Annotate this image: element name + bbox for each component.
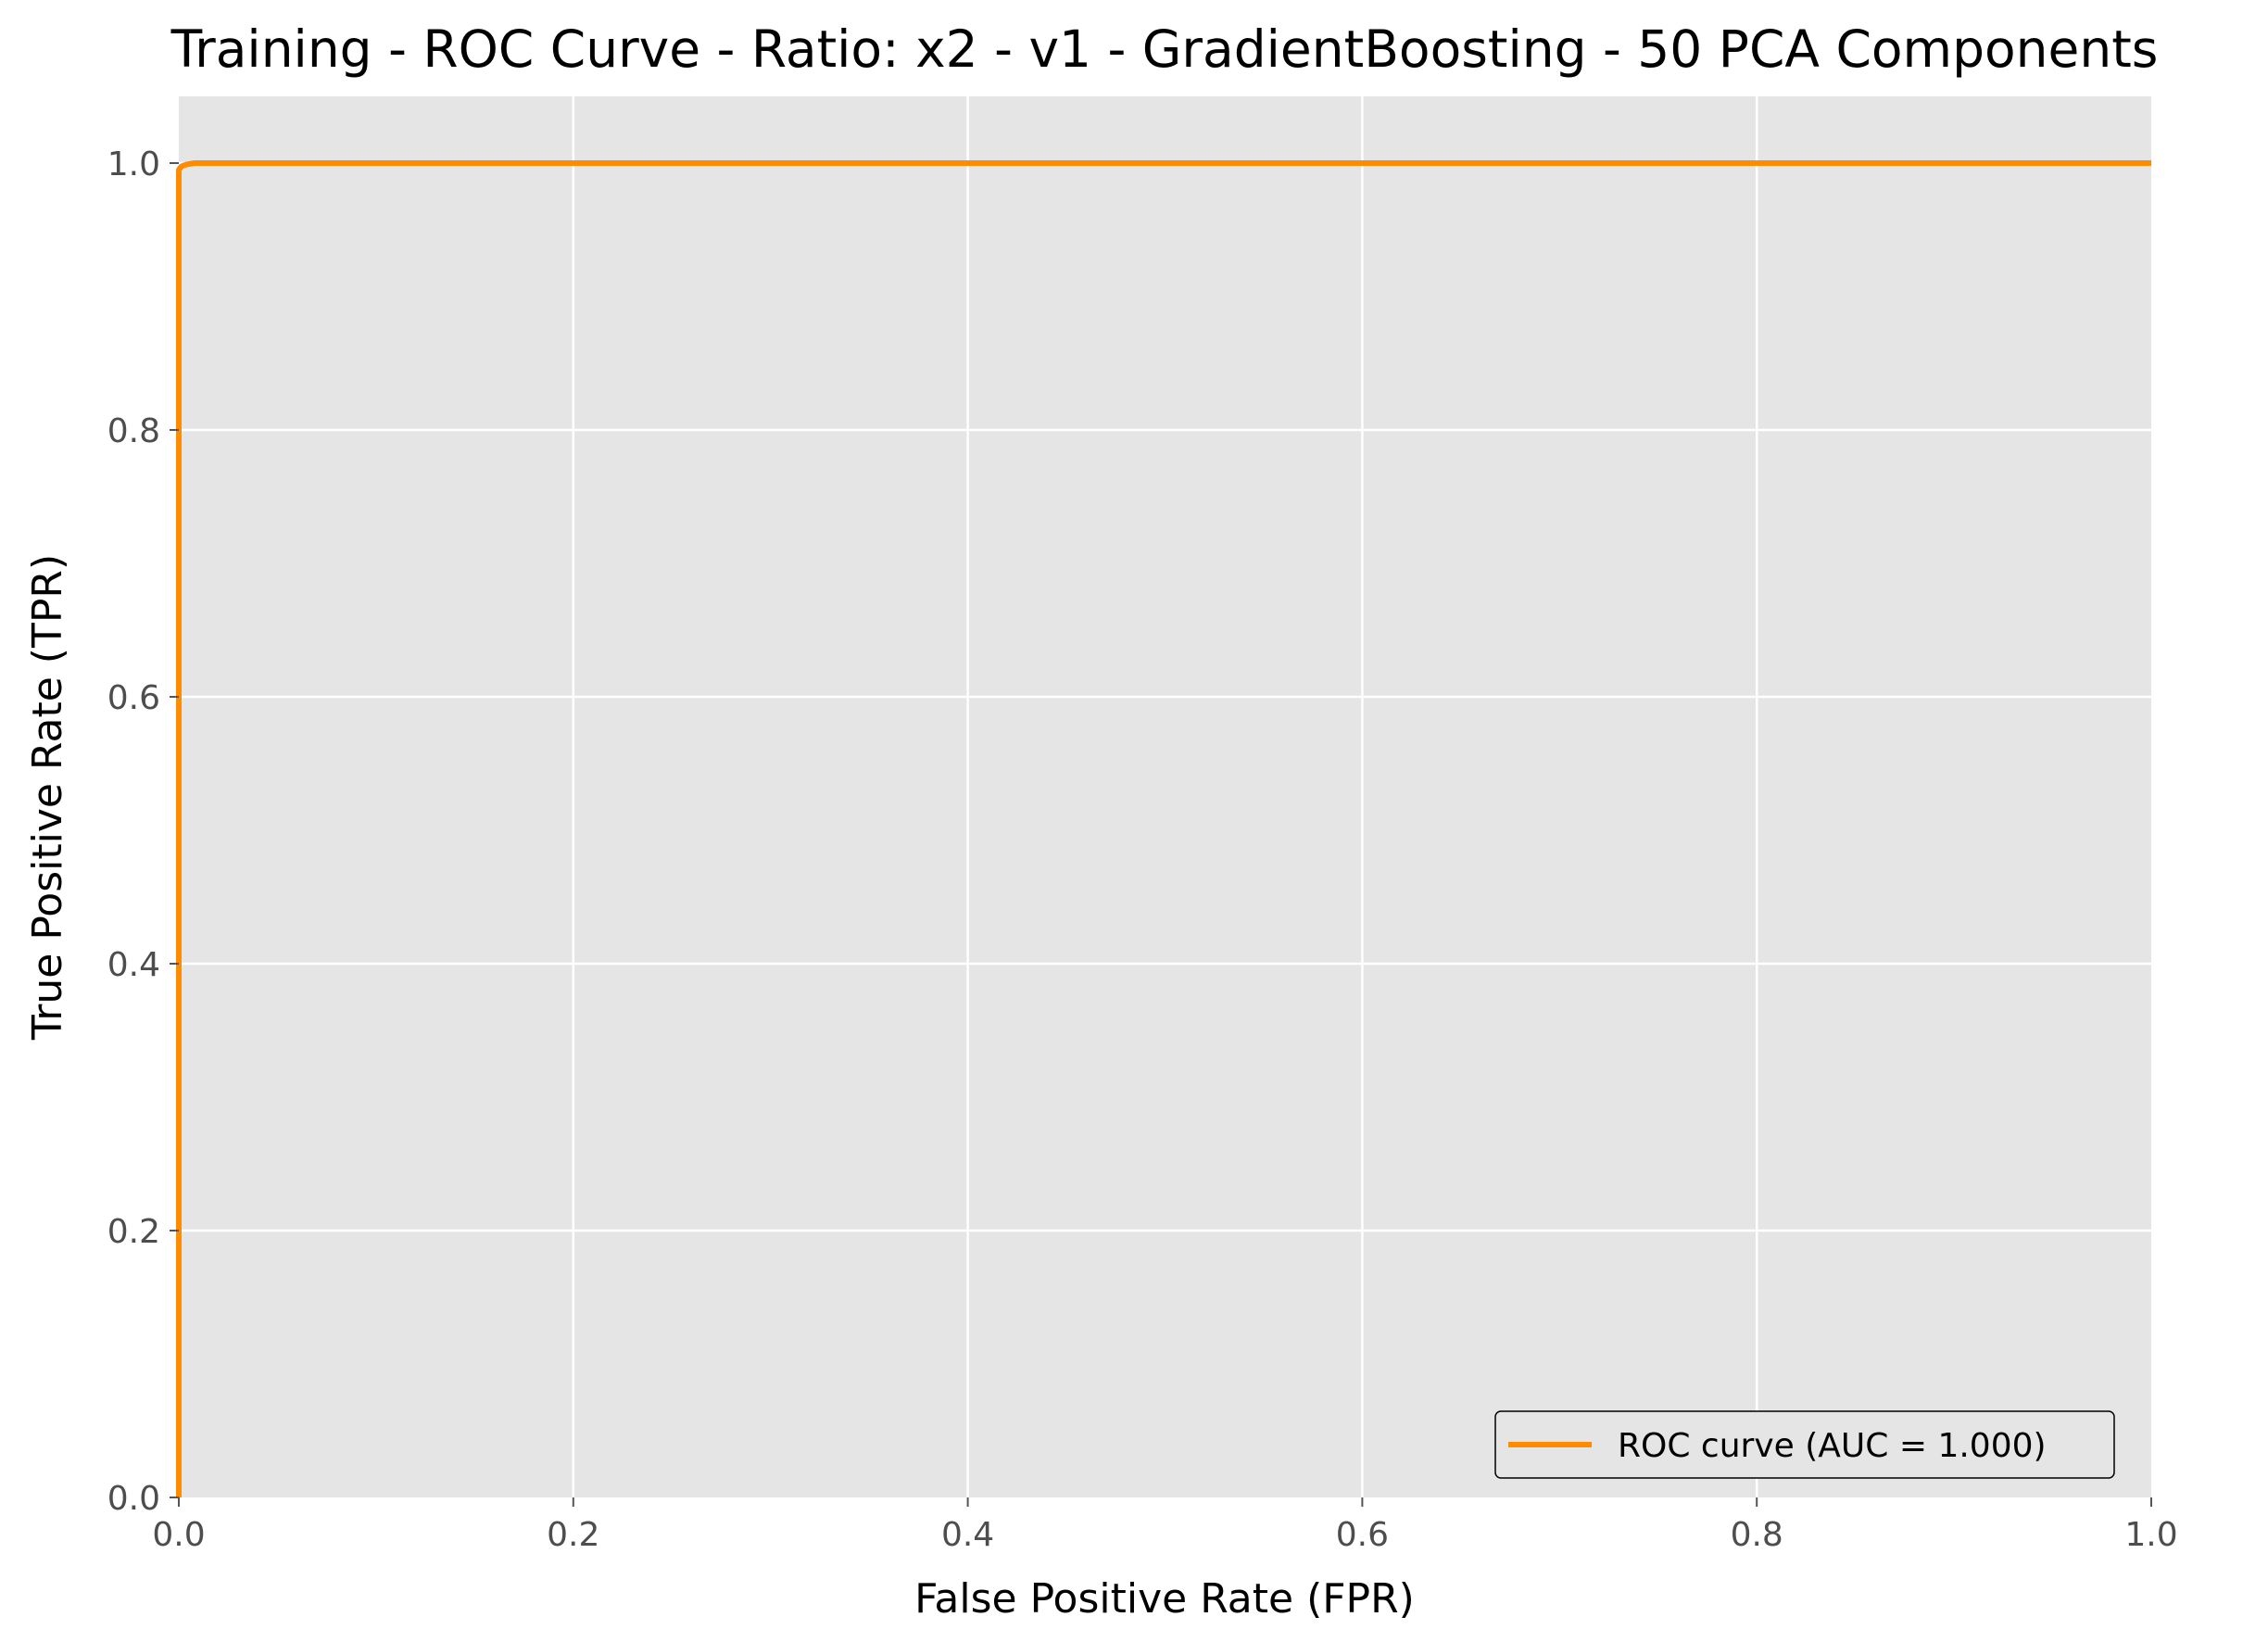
y-tick-label: 0.2 bbox=[107, 1213, 160, 1251]
y-tick-label: 0.0 bbox=[107, 1480, 160, 1518]
x-axis-ticks: 0.0 0.2 0.4 0.6 0.8 1.0 bbox=[152, 1497, 2178, 1554]
plot-background bbox=[179, 96, 2151, 1497]
series-lines bbox=[176, 160, 2151, 1497]
x-tick-label: 1.0 bbox=[2124, 1516, 2177, 1554]
legend-box bbox=[1494, 1410, 2115, 1479]
x-tick-label: 0.2 bbox=[547, 1516, 599, 1554]
x-tick-label: 0.8 bbox=[1731, 1516, 1783, 1554]
y-tick-label: 1.0 bbox=[107, 145, 160, 183]
chart-title: Training - ROC Curve - Ratio: x2 - v1 - … bbox=[170, 19, 2159, 79]
legend-label: ROC curve (AUC = 1.000) bbox=[1618, 1427, 2047, 1465]
y-axis-ticks: 0.0 0.2 0.4 0.6 0.8 1.0 bbox=[107, 145, 179, 1518]
x-axis-label: False Positive Rate (FPR) bbox=[914, 1575, 1415, 1623]
x-tick-label: 0.0 bbox=[152, 1516, 205, 1554]
y-tick-label: 0.4 bbox=[107, 946, 160, 984]
roc-curve-line bbox=[176, 160, 2151, 1497]
y-axis-label: True Positive Rate (TPR) bbox=[24, 554, 71, 1041]
y-tick-label: 0.8 bbox=[107, 412, 160, 450]
legend: ROC curve (AUC = 1.000) bbox=[1494, 1410, 2115, 1479]
x-tick-label: 0.4 bbox=[941, 1516, 994, 1554]
y-tick-label: 0.6 bbox=[107, 679, 160, 717]
x-tick-label: 0.6 bbox=[1336, 1516, 1389, 1554]
